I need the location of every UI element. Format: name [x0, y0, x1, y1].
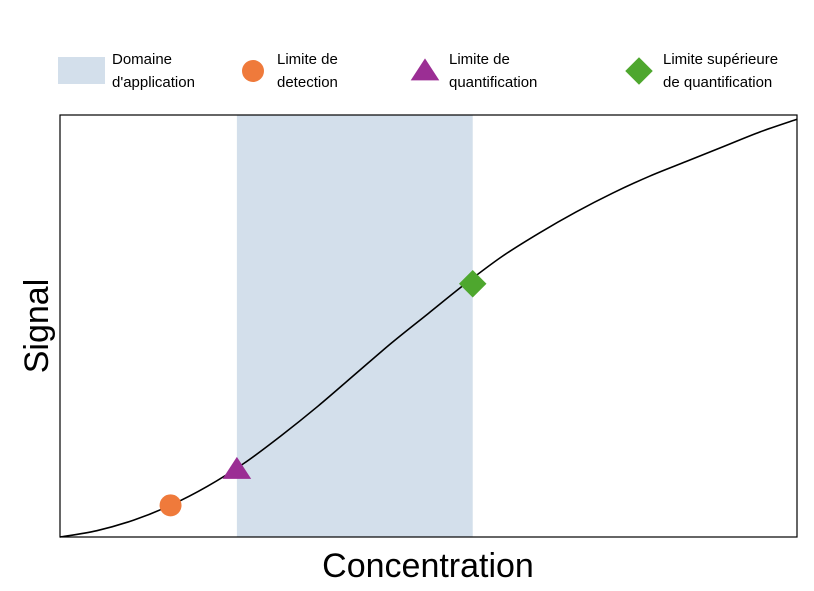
application-domain-band: [236, 115, 473, 537]
legend-label: detection: [277, 74, 338, 91]
legend-label: Limite supérieure: [663, 51, 778, 68]
legend-label: d'application: [112, 74, 195, 91]
legend-item: Limite de detection: [242, 51, 338, 91]
signal-curve: [59, 118, 798, 538]
legend-triangle-icon: [410, 58, 440, 81]
legend-item: Domaine d'application: [58, 51, 195, 91]
markers: [159, 270, 487, 517]
triangle-marker: [222, 456, 252, 479]
legend-label: Domaine: [112, 51, 172, 68]
circle-marker: [159, 494, 182, 517]
legend-item: Limite supérieure de quantification: [625, 51, 778, 91]
legend-band-swatch: [58, 57, 105, 84]
legend-label: de quantification: [663, 74, 772, 91]
legend-item: Limite de quantification: [410, 51, 537, 91]
plot-frame: [59, 114, 798, 538]
legend-circle-icon: [242, 60, 264, 82]
diamond-marker: [458, 270, 487, 298]
y-axis-label: Signal: [18, 279, 56, 374]
legend-label: Limite de: [277, 51, 338, 68]
legend-label: Limite de: [449, 51, 510, 68]
legend-diamond-icon: [625, 57, 653, 85]
legend-label: quantification: [449, 74, 537, 91]
x-axis-label: Concentration: [322, 547, 534, 585]
